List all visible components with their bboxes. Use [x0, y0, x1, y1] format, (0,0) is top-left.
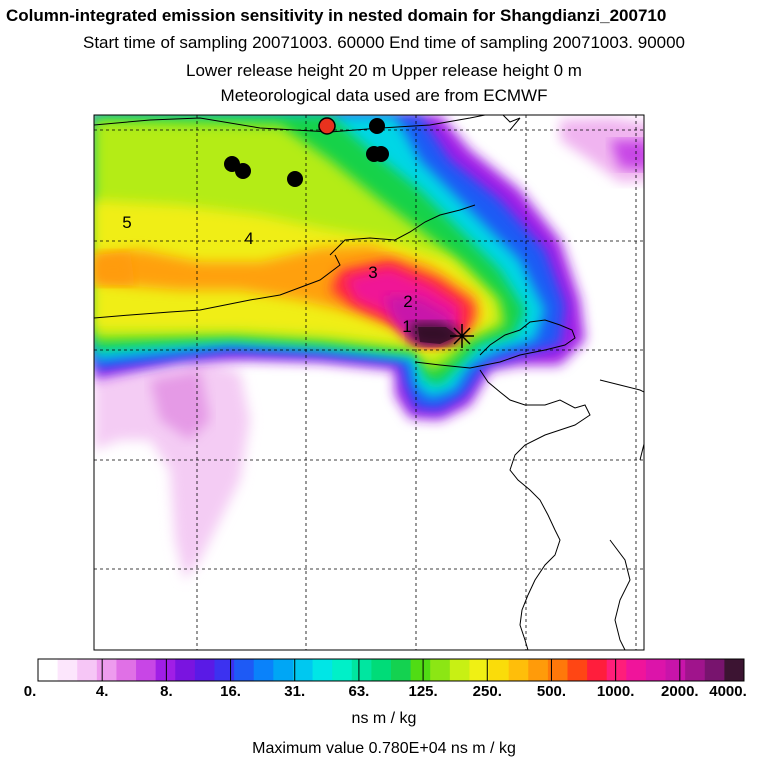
colorbar-swatch — [136, 659, 157, 681]
colorbar-label: 16. — [220, 683, 241, 700]
colorbar-swatch — [57, 659, 78, 681]
met-data-line: Meteorological data used are from ECMWF — [220, 86, 548, 105]
coastline-bohai — [329, 204, 476, 256]
colorbar-units: ns m / kg — [351, 710, 417, 727]
colorbar-swatch — [351, 659, 372, 681]
grid — [94, 115, 644, 650]
colorbar — [37, 658, 745, 682]
contour-label-1: 1 — [402, 317, 411, 336]
colorbar-swatch — [508, 659, 529, 681]
colorbar-swatch — [96, 659, 117, 681]
coastline-korea — [599, 379, 644, 461]
colorbar-swatch — [155, 659, 176, 681]
colorbar-swatch — [547, 659, 568, 681]
contour-label-3: 3 — [368, 263, 377, 282]
plot-title: Column-integrated emission sensitivity i… — [6, 6, 667, 25]
colorbar-swatch — [685, 659, 706, 681]
colorbar-swatch — [645, 659, 667, 681]
colorbar-swatch — [391, 659, 412, 681]
colorbar-label: 4000. — [709, 683, 747, 700]
colorbar-swatch — [626, 659, 647, 681]
colorbar-swatch — [234, 659, 255, 681]
colorbar-swatch — [587, 659, 608, 681]
province-border-north — [94, 115, 521, 133]
colorbar-swatch — [38, 659, 59, 681]
colorbar-label: 250. — [472, 683, 502, 700]
colorbar-swatch — [214, 659, 235, 681]
province-border-middle — [94, 254, 341, 319]
colorbar-swatch — [449, 659, 470, 681]
colorbar-label: 500. — [536, 683, 567, 700]
colorbar-swatch — [528, 659, 549, 681]
contour-label-5: 5 — [122, 213, 131, 232]
sensitivity-band-purple-sw — [150, 370, 210, 440]
colorbar-label: 125. — [408, 683, 438, 700]
colorbar-swatch — [175, 659, 196, 681]
coastline-far-south — [609, 539, 631, 650]
colorbar-swatch — [253, 659, 274, 681]
coastline-yellowsea-south — [479, 369, 591, 650]
sampling-time-line: Start time of sampling 20071003. 60000 E… — [82, 33, 686, 52]
sensitivity-band-orange-w — [94, 252, 135, 285]
colorbar-swatch — [332, 659, 353, 681]
contour-labels: 1 2 3 4 5 — [122, 213, 412, 336]
colorbar-swatch — [273, 659, 294, 681]
colorbar-label: 8. — [160, 683, 173, 700]
colorbar-swatch — [77, 659, 98, 681]
release-height-line: Lower release height 20 m Upper release … — [186, 61, 582, 80]
star-icon — [450, 324, 474, 348]
colorbar-swatch — [194, 659, 215, 681]
maximum-value-line: Maximum value 0.780E+04 ns m / kg — [252, 740, 516, 757]
red-site-marker — [318, 117, 336, 135]
colorbar-swatch — [292, 659, 314, 681]
colorbar-swatch — [704, 659, 725, 681]
contour-label-4: 4 — [244, 229, 253, 248]
contour-label-2: 2 — [403, 292, 412, 311]
sensitivity-field — [94, 115, 644, 580]
colorbar-swatch — [489, 659, 510, 681]
sensitivity-band-core-inner — [418, 327, 458, 344]
colorbar-label: 4. — [95, 683, 109, 700]
colorbar-swatch — [312, 659, 333, 681]
colorbar-swatch — [116, 659, 137, 681]
map-frame — [93, 114, 645, 651]
black-site-marker — [235, 163, 251, 179]
colorbar-swatch — [606, 659, 627, 681]
coastlines — [94, 115, 644, 650]
colorbar-swatch — [410, 659, 431, 681]
colorbar-swatch — [371, 659, 392, 681]
colorbar-swatch — [665, 659, 686, 681]
black-site-marker — [287, 171, 303, 187]
colorbar-swatch — [430, 659, 451, 681]
colorbar-label: 63. — [348, 683, 370, 700]
colorbar-label: 0. — [23, 683, 37, 700]
sensitivity-band-low-sw — [94, 360, 250, 580]
sensitivity-band-ne-core — [610, 140, 644, 170]
colorbar-label: 31. — [284, 683, 306, 700]
colorbar-label: 1000. — [596, 683, 635, 700]
colorbar-frame — [37, 658, 745, 682]
colorbar-label: 2000. — [661, 683, 699, 700]
colorbar-swatch — [567, 659, 588, 681]
colorbar-swatch — [724, 659, 745, 681]
black-site-marker — [369, 118, 385, 134]
coastline-shandong — [414, 319, 576, 369]
black-site-marker — [373, 146, 389, 162]
colorbar-swatch — [469, 659, 490, 681]
sensitivity-band-ne-blob — [560, 118, 644, 182]
